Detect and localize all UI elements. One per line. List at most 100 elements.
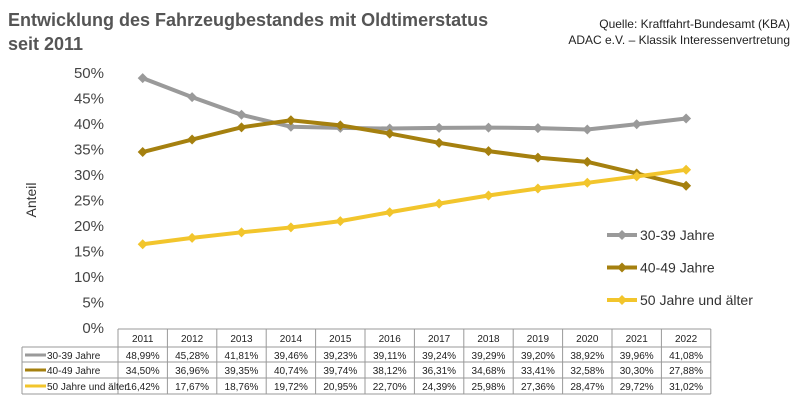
title-line-1: Entwicklung des Fahrzeugbestandes mit Ol… xyxy=(8,10,489,30)
data-point xyxy=(384,128,395,139)
data-point xyxy=(335,120,346,131)
data-label: 29,72% xyxy=(620,382,654,393)
legend-marker xyxy=(617,262,627,273)
y-tick-label: 25% xyxy=(74,193,104,210)
data-label: 39,46% xyxy=(274,351,308,362)
data-label: 20,95% xyxy=(323,382,357,393)
data-point xyxy=(285,115,296,126)
data-point xyxy=(384,123,395,134)
x-tick-label: 2014 xyxy=(280,334,303,345)
data-point xyxy=(187,232,198,243)
data-point xyxy=(285,222,296,233)
y-axis-label: Anteil xyxy=(23,182,39,217)
data-point xyxy=(532,152,543,163)
table-row-label: 30-39 Jahre xyxy=(47,351,101,362)
x-tick-label: 2017 xyxy=(428,334,451,345)
data-label: 27,88% xyxy=(669,366,703,377)
x-tick-label: 2011 xyxy=(132,334,154,345)
data-point xyxy=(335,216,346,227)
data-point xyxy=(681,180,692,191)
data-label: 39,24% xyxy=(422,351,456,362)
table-row-label: 40-49 Jahre xyxy=(47,366,101,377)
y-tick-label: 0% xyxy=(82,320,104,337)
data-label: 31,02% xyxy=(669,382,703,393)
data-point xyxy=(137,73,148,84)
data-label: 39,23% xyxy=(323,351,357,362)
data-label: 38,12% xyxy=(373,366,407,377)
data-label: 25,98% xyxy=(472,382,506,393)
data-label: 16,42% xyxy=(126,382,160,393)
data-point xyxy=(483,190,494,201)
data-label: 39,74% xyxy=(323,366,357,377)
x-tick-label: 2020 xyxy=(576,334,599,345)
data-label: 38,92% xyxy=(570,351,604,362)
data-point xyxy=(681,164,692,175)
data-point xyxy=(236,122,247,133)
data-label: 34,68% xyxy=(472,366,506,377)
data-label: 39,20% xyxy=(521,351,555,362)
y-tick-label: 15% xyxy=(74,244,104,261)
y-tick-label: 5% xyxy=(82,295,104,312)
data-point xyxy=(582,177,593,188)
y-tick-label: 40% xyxy=(74,116,104,133)
x-tick-label: 2012 xyxy=(181,334,204,345)
data-label: 32,58% xyxy=(570,366,604,377)
series-line-1 xyxy=(142,118,687,188)
source-line-2: ADAC e.V. – Klassik Interessenvertretung xyxy=(568,33,790,47)
data-point xyxy=(582,156,593,167)
data-label: 48,99% xyxy=(126,351,160,362)
data-label: 41,08% xyxy=(669,351,703,362)
series-line-0 xyxy=(141,76,687,132)
data-point xyxy=(137,147,148,158)
legend-label: 30-39 Jahre xyxy=(640,227,715,243)
data-label: 19,72% xyxy=(274,382,308,393)
data-label: 27,36% xyxy=(521,382,555,393)
legend-label: 40-49 Jahre xyxy=(640,260,715,276)
x-tick-label: 2019 xyxy=(527,334,550,345)
data-point xyxy=(532,183,543,194)
data-point xyxy=(187,92,198,103)
data-label: 41,81% xyxy=(225,351,259,362)
data-point xyxy=(434,122,445,133)
data-point xyxy=(631,119,642,130)
data-label: 24,39% xyxy=(422,382,456,393)
chart-title: Entwicklung des Fahrzeugbestandes mit Ol… xyxy=(8,8,488,56)
legend-label: 50 Jahre und älter xyxy=(640,292,753,308)
data-point xyxy=(483,146,494,157)
data-point xyxy=(187,134,198,145)
data-label: 45,28% xyxy=(175,351,209,362)
data-label: 39,35% xyxy=(225,366,259,377)
legend-marker xyxy=(617,230,627,240)
data-point xyxy=(285,121,296,132)
x-tick-label: 2021 xyxy=(626,334,649,345)
y-tick-label: 35% xyxy=(74,142,104,159)
data-label: 40,74% xyxy=(274,366,308,377)
data-label: 39,96% xyxy=(620,351,654,362)
y-tick-label: 20% xyxy=(74,218,104,235)
data-point xyxy=(582,124,593,135)
y-tick-label: 50% xyxy=(74,65,104,82)
y-tick-label: 45% xyxy=(74,91,104,108)
series-line-2 xyxy=(142,167,687,247)
data-point xyxy=(236,227,247,238)
x-tick-label: 2022 xyxy=(675,334,698,345)
data-label: 17,67% xyxy=(175,382,209,393)
x-tick-label: 2013 xyxy=(230,334,253,345)
data-point xyxy=(384,207,395,218)
table-row-label: 50 Jahre und älter xyxy=(47,382,128,393)
source-note: Quelle: Kraftfahrt-Bundesamt (KBA) ADAC … xyxy=(568,16,790,48)
data-label: 28,47% xyxy=(570,382,604,393)
data-point xyxy=(532,123,543,134)
data-point xyxy=(236,109,247,120)
x-tick-label: 2018 xyxy=(477,334,500,345)
data-label: 39,11% xyxy=(373,351,406,362)
y-tick-label: 30% xyxy=(74,167,104,184)
legend-marker xyxy=(617,295,627,305)
data-label: 30,30% xyxy=(620,366,654,377)
source-line-1: Quelle: Kraftfahrt-Bundesamt (KBA) xyxy=(599,17,790,31)
data-label: 18,76% xyxy=(225,382,259,393)
data-point xyxy=(434,137,445,148)
data-label: 22,70% xyxy=(373,382,407,393)
x-tick-label: 2015 xyxy=(329,334,352,345)
